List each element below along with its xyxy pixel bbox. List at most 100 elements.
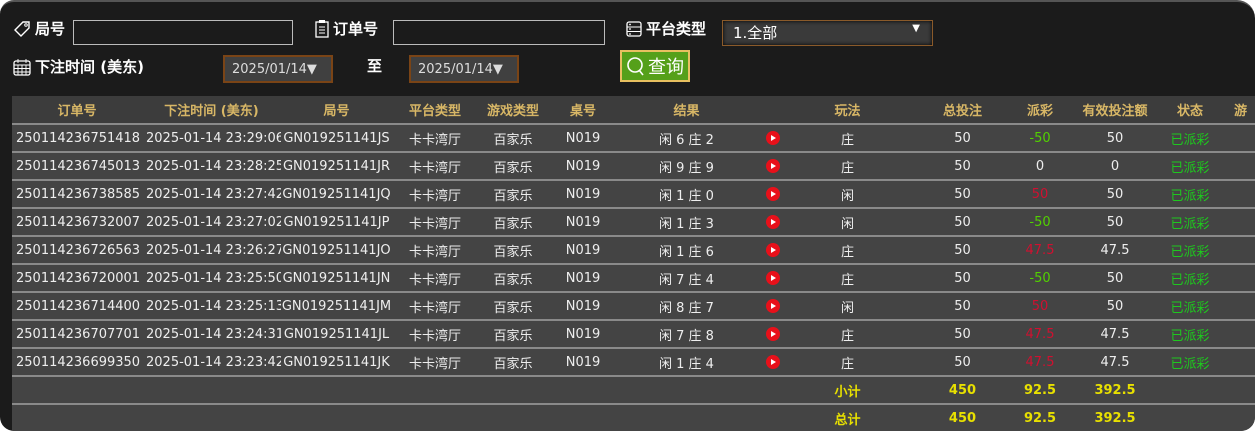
order-id-cell: 250114236699350 xyxy=(12,348,142,377)
subtotal-total-bet: 450 xyxy=(905,376,1020,405)
bet-time-cell: 2025-01-14 23:28:25 xyxy=(142,152,281,181)
date-to-picker[interactable]: 2025/01/14▼ xyxy=(409,55,519,83)
order-label-text: 订单号 xyxy=(333,20,379,38)
total-label: 总计 xyxy=(790,404,905,431)
replay-cell[interactable] xyxy=(755,292,790,321)
total-bet-cell: 50 xyxy=(905,292,1020,321)
total-row: 总计 450 92.5 392.5 xyxy=(12,404,1255,431)
empty-cell xyxy=(12,376,142,405)
column-header xyxy=(755,96,790,125)
server-icon xyxy=(626,20,642,37)
game-type-cell: 百家乐 xyxy=(478,348,548,377)
order-id-cell: 250114236732007 xyxy=(12,208,142,237)
replay-cell[interactable] xyxy=(755,152,790,181)
extra-cell xyxy=(1210,348,1255,377)
replay-cell[interactable] xyxy=(755,124,790,153)
valid-bet-cell: 50 xyxy=(1060,264,1170,293)
play-video-icon[interactable] xyxy=(765,355,780,369)
table-row[interactable]: 250114236745013 2025-01-14 23:28:25 GN0192… xyxy=(12,152,1255,181)
result-cell: 闲 1 庄 4 xyxy=(618,348,755,377)
table-id-cell: N019 xyxy=(548,264,618,293)
empty-cell xyxy=(548,376,618,405)
table-row[interactable]: 250114236726563 2025-01-14 23:26:27 GN0192… xyxy=(12,236,1255,265)
empty-cell xyxy=(142,376,281,405)
replay-cell[interactable] xyxy=(755,236,790,265)
dropdown-arrow-icon: ▼ xyxy=(912,23,920,34)
extra-cell xyxy=(1210,292,1255,321)
platform-cell: 卡卡湾厅 xyxy=(392,180,478,209)
search-icon xyxy=(627,57,644,76)
play-video-icon[interactable] xyxy=(765,215,780,229)
order-input[interactable] xyxy=(393,20,605,45)
column-header: 总投注 xyxy=(905,96,1020,125)
platform-cell: 卡卡湾厅 xyxy=(392,264,478,293)
bet-time-cell: 2025-01-14 23:27:42 xyxy=(142,180,281,209)
clipboard-icon xyxy=(315,19,329,38)
result-cell: 闲 1 庄 3 xyxy=(618,208,755,237)
game-type-cell: 百家乐 xyxy=(478,320,548,349)
empty-cell xyxy=(12,404,142,431)
empty-cell xyxy=(618,376,755,405)
subtotal-label: 小计 xyxy=(790,376,905,405)
valid-bet-cell: 50 xyxy=(1060,208,1170,237)
table-row[interactable]: 250114236699350 2025-01-14 23:23:42 GN0192… xyxy=(12,348,1255,377)
table-id-cell: N019 xyxy=(548,208,618,237)
round-label-text: 局号 xyxy=(35,20,66,38)
bet-time-cell: 2025-01-14 23:24:31 xyxy=(142,320,281,349)
table-row[interactable]: 250114236751418 2025-01-14 23:29:06 GN0192… xyxy=(12,124,1255,153)
table-row[interactable]: 250114236732007 2025-01-14 23:27:02 GN0192… xyxy=(12,208,1255,237)
bet-type-cell: 庄 xyxy=(790,348,905,377)
subtotal-row: 小计 450 92.5 392.5 xyxy=(12,376,1255,405)
bet-time-cell: 2025-01-14 23:25:13 xyxy=(142,292,281,321)
extra-cell xyxy=(1210,236,1255,265)
replay-cell[interactable] xyxy=(755,264,790,293)
play-video-icon[interactable] xyxy=(765,327,780,341)
order-id-cell: 250114236726563 xyxy=(12,236,142,265)
play-video-icon[interactable] xyxy=(765,299,780,313)
play-video-icon[interactable] xyxy=(765,159,780,173)
game-type-cell: 百家乐 xyxy=(478,264,548,293)
table-row[interactable]: 250114236720001 2025-01-14 23:25:50 GN0192… xyxy=(12,264,1255,293)
replay-cell[interactable] xyxy=(755,180,790,209)
result-cell: 闲 1 庄 6 xyxy=(618,236,755,265)
table-row[interactable]: 250114236738585 2025-01-14 23:27:42 GN0192… xyxy=(12,180,1255,209)
empty-cell xyxy=(1210,376,1255,405)
extra-cell xyxy=(1210,208,1255,237)
status-cell: 已派彩 xyxy=(1170,292,1210,321)
platform-select-value: 1.全部 xyxy=(733,24,778,42)
play-video-icon[interactable] xyxy=(765,243,780,257)
result-cell: 闲 7 庄 4 xyxy=(618,264,755,293)
payout-cell: 47.5 xyxy=(1020,320,1060,349)
game-type-cell: 百家乐 xyxy=(478,208,548,237)
column-header: 下注时间 (美东) xyxy=(142,96,281,125)
platform-label: 平台类型 xyxy=(625,18,706,39)
round-input[interactable] xyxy=(73,20,293,45)
order-id-cell: 250114236720001 xyxy=(12,264,142,293)
table-row[interactable]: 250114236714400 2025-01-14 23:25:13 GN0192… xyxy=(12,292,1255,321)
replay-cell[interactable] xyxy=(755,348,790,377)
replay-cell[interactable] xyxy=(755,208,790,237)
bet-type-cell: 闲 xyxy=(790,208,905,237)
platform-select[interactable]: 1.全部 ▼ xyxy=(722,20,933,46)
order-id-cell: 250114236707701 xyxy=(12,320,142,349)
empty-cell xyxy=(281,404,392,431)
play-video-icon[interactable] xyxy=(765,131,780,145)
valid-bet-cell: 50 xyxy=(1060,292,1170,321)
extra-cell xyxy=(1210,180,1255,209)
time-label-text: 下注时间 (美东) xyxy=(35,58,144,76)
payout-cell: 47.5 xyxy=(1020,348,1060,377)
total-payout: 92.5 xyxy=(1020,404,1060,431)
payout-cell: 50 xyxy=(1020,292,1060,321)
valid-bet-cell: 50 xyxy=(1060,180,1170,209)
query-button[interactable]: 查询 xyxy=(620,50,690,82)
total-valid-bet: 392.5 xyxy=(1060,404,1170,431)
replay-cell[interactable] xyxy=(755,320,790,349)
play-video-icon[interactable] xyxy=(765,187,780,201)
play-video-icon[interactable] xyxy=(765,271,780,285)
game-type-cell: 百家乐 xyxy=(478,292,548,321)
date-from-picker[interactable]: 2025/01/14▼ xyxy=(223,55,333,83)
table-id-cell: N019 xyxy=(548,348,618,377)
table-row[interactable]: 250114236707701 2025-01-14 23:24:31 GN0192… xyxy=(12,320,1255,349)
round-id-cell: GN019251141JQ xyxy=(281,180,392,209)
round-id-cell: GN019251141JR xyxy=(281,152,392,181)
